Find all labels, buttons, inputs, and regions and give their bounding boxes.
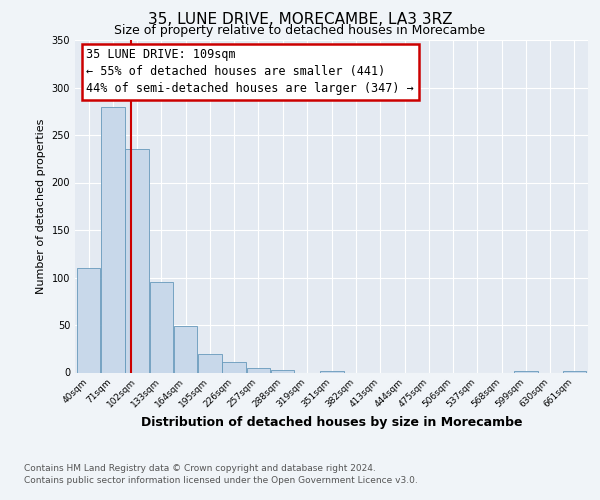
X-axis label: Distribution of detached houses by size in Morecambe: Distribution of detached houses by size … bbox=[141, 416, 522, 430]
Bar bbox=[77, 268, 100, 372]
Y-axis label: Number of detached properties: Number of detached properties bbox=[36, 118, 46, 294]
Bar bbox=[149, 282, 173, 372]
Text: Contains public sector information licensed under the Open Government Licence v3: Contains public sector information licen… bbox=[24, 476, 418, 485]
Text: Contains HM Land Registry data © Crown copyright and database right 2024.: Contains HM Land Registry data © Crown c… bbox=[24, 464, 376, 473]
Bar bbox=[247, 368, 270, 372]
Text: 35, LUNE DRIVE, MORECAMBE, LA3 3RZ: 35, LUNE DRIVE, MORECAMBE, LA3 3RZ bbox=[148, 12, 452, 28]
Bar bbox=[320, 370, 344, 372]
Bar bbox=[563, 370, 586, 372]
Bar bbox=[271, 370, 295, 372]
Text: 35 LUNE DRIVE: 109sqm
← 55% of detached houses are smaller (441)
44% of semi-det: 35 LUNE DRIVE: 109sqm ← 55% of detached … bbox=[86, 48, 414, 96]
Bar bbox=[198, 354, 222, 372]
Bar bbox=[223, 362, 246, 372]
Bar bbox=[125, 149, 149, 372]
Text: Size of property relative to detached houses in Morecambe: Size of property relative to detached ho… bbox=[115, 24, 485, 37]
Bar bbox=[101, 106, 125, 372]
Bar bbox=[174, 326, 197, 372]
Bar bbox=[514, 370, 538, 372]
